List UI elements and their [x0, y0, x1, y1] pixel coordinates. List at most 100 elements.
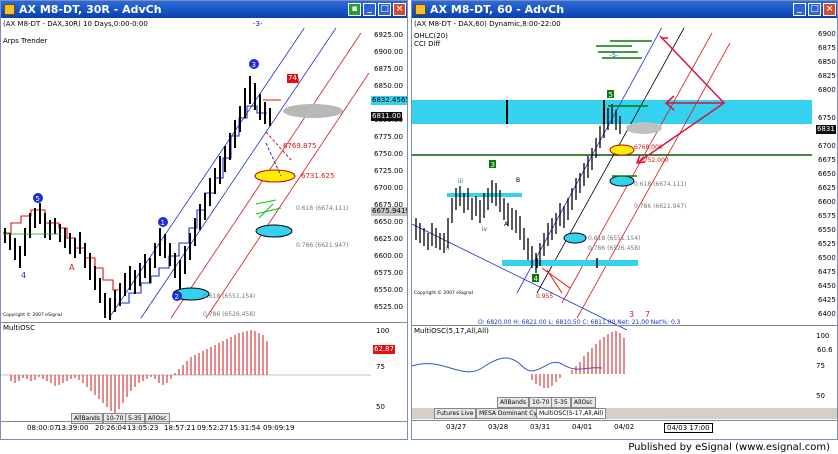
y-tick: 6525.00: [374, 303, 403, 311]
y-tick: 6750: [818, 114, 836, 122]
right-study2: CCI Diff: [414, 40, 441, 48]
y-tick: 6600: [818, 198, 836, 206]
osc-tick: 100: [376, 327, 390, 335]
low-label: 0.955: [536, 293, 553, 300]
publisher-footer: Published by eSignal (www.esignal.com): [628, 442, 830, 453]
osc-tick: 75: [376, 363, 385, 371]
y-tick: 6625.00: [374, 235, 403, 243]
svg-text:3: 3: [252, 61, 256, 69]
y-tick: 6575.00: [374, 269, 403, 277]
svg-text:1: 1: [161, 219, 165, 227]
osc-tick: 50: [376, 403, 385, 411]
left-title-bar[interactable]: AX M8-DT, 30R - AdvCh ▪ _ □ ×: [1, 1, 407, 18]
copyright-note: Copyright © 2007 eSignal: [3, 311, 62, 318]
right-price-axis[interactable]: 6900 6875 6850 6825 6800 6750 6725 6700 …: [816, 28, 837, 330]
y-tick: 6900.00: [374, 48, 403, 56]
left-time-axis: 08:00:07 13:39:00 20:26:04 13:05:23 18:5…: [1, 421, 407, 439]
sheet-tab-multiosc[interactable]: MultiOSC(5-17,All,All): [536, 408, 607, 419]
count-7: 7: [645, 310, 650, 319]
right-window-title: AX M8-DT, 60 - AdvCh: [430, 3, 565, 16]
wave-label: A: [504, 221, 509, 228]
osc-tick: 100: [816, 332, 830, 340]
maximize-button[interactable]: □: [378, 3, 391, 16]
left-osc-tabs: AllBands 10-70 5-35 AllOsc: [71, 413, 171, 424]
close-button[interactable]: ×: [823, 3, 836, 16]
osc-tick: 50: [816, 392, 825, 400]
price-box-cyan: 6832.4565: [371, 96, 407, 105]
tab-allosc[interactable]: AllOsc: [145, 413, 170, 424]
time-tick: 09:09:19: [263, 424, 295, 432]
y-tick: 6425: [818, 296, 836, 304]
tab-allbands[interactable]: AllBands: [71, 413, 103, 424]
y-tick: 6625: [818, 184, 836, 192]
wave-label: ii: [446, 245, 450, 252]
y-tick: 6500: [818, 254, 836, 262]
wave-label: 4: [534, 275, 539, 283]
fib-3: 0.618 (6551.154): [588, 235, 640, 242]
sheet-tab-strip: Futures Live MESA Dominant Cycle C Multi…: [412, 408, 837, 419]
marker-5: -5-: [610, 52, 618, 59]
right-chart-window: AX M8-DT, 60 - AdvCh _ □ × (AX M8-DT - D…: [411, 0, 838, 440]
date-tick: 03/28: [488, 423, 509, 431]
sheet-tab-futures-live[interactable]: Futures Live: [434, 408, 477, 419]
left-price-plot[interactable]: 5 1 3 2 4 A PTI 6769.875 6731.625 0.618 …: [1, 28, 371, 321]
left-price-axis[interactable]: 6925.00 6900.00 6875.00 6850.00 6825.00 …: [287, 28, 407, 321]
wave-label: 3: [491, 161, 495, 169]
y-tick: 6700.00: [374, 184, 403, 192]
right-price-bars: [415, 104, 621, 273]
date-tick: 03/31: [530, 423, 551, 431]
minimize-button[interactable]: _: [363, 3, 376, 16]
app-icon: [4, 4, 15, 15]
right-osc-pane[interactable]: MultiOSC(5,17,All,All) 100 75 50 60.6 Al…: [412, 325, 837, 420]
tab-5-35[interactable]: 5-35: [551, 397, 571, 408]
wave-label: 5: [609, 91, 613, 99]
y-tick: 6900: [818, 30, 836, 38]
y-tick: 6600.00: [374, 252, 403, 260]
date-tick: 04/02: [614, 423, 635, 431]
tab-allosc[interactable]: AllOsc: [571, 397, 596, 408]
y-tick: 6400: [818, 310, 836, 318]
fib-2: 0.786 (6621.947): [634, 203, 686, 210]
date-tick: 03/27: [446, 423, 467, 431]
fib-4: 0.786 (6526.458): [588, 245, 640, 252]
tab-5-35[interactable]: 5-35: [125, 413, 145, 424]
maximize-button[interactable]: □: [808, 3, 821, 16]
left-chart-window: AX M8-DT, 30R - AdvCh ▪ _ □ × (AX M8-DT …: [0, 0, 408, 440]
app-icon: [415, 4, 426, 15]
price-box-fib: 6675.94191: [371, 207, 407, 216]
wave-label: B: [516, 177, 520, 184]
y-tick: 6475: [818, 268, 836, 276]
osc-value-box: 60.6: [816, 346, 834, 355]
right-price-plot[interactable]: 3 5 4 iii iv ii B A -5- 6768.000 6752.00…: [412, 28, 812, 330]
y-tick: 6675: [818, 156, 836, 164]
fib-3: 0.618 (6551.154): [203, 293, 255, 300]
y-tick: 6650: [818, 170, 836, 178]
copyright-note: Copyright © 2007 eSignal: [414, 289, 473, 296]
fib-1: 0.618 (6674.111): [634, 181, 686, 188]
minimize-button[interactable]: _: [793, 3, 806, 16]
left-osc-pane[interactable]: MultiOSC: [1, 322, 407, 424]
y-tick: 6550.00: [374, 286, 403, 294]
close-button[interactable]: ×: [393, 3, 406, 16]
osc-tick: 75: [816, 362, 825, 370]
y-tick: 6450: [818, 282, 836, 290]
date-tick: 04/01: [572, 423, 593, 431]
time-tick: 09:52:27: [197, 424, 229, 432]
tab-allbands[interactable]: AllBands: [497, 397, 529, 408]
osc-value-box: 62.87: [373, 345, 396, 354]
left-window-title: AX M8-DT, 30R - AdvCh: [19, 3, 162, 16]
tab-10-70[interactable]: 10-70: [529, 397, 553, 408]
ohlc-status: O: 6820.00 H: 6821.00 L: 6810.50 C: 6811…: [478, 319, 681, 326]
time-tick: 20:26:04: [95, 424, 127, 432]
y-tick: 6725.00: [374, 167, 403, 175]
y-tick: 6525: [818, 240, 836, 248]
time-tick: 08:00:07: [27, 424, 59, 432]
y-tick: 6775.00: [374, 133, 403, 141]
y-tick: 6575: [818, 212, 836, 220]
right-title-bar[interactable]: AX M8-DT, 60 - AdvCh _ □ ×: [412, 1, 837, 18]
link-icon[interactable]: ▪: [348, 3, 361, 16]
y-tick: 6825: [818, 72, 836, 80]
y-tick: 6650.00: [374, 218, 403, 226]
time-tick: 15:31:54: [229, 424, 261, 432]
y-tick: 6550: [818, 226, 836, 234]
